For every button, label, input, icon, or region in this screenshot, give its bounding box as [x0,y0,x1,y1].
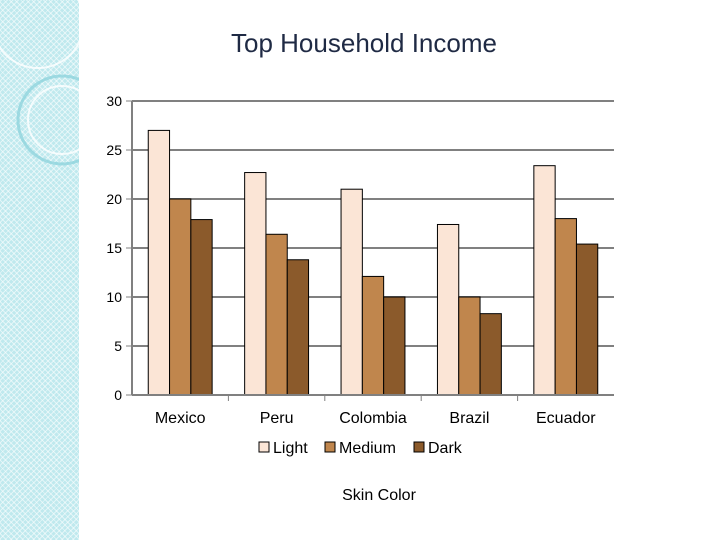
y-tick-label: 15 [106,240,122,256]
y-tick-label: 30 [106,93,122,109]
bar-dark-ecuador [575,243,599,396]
legend-label-medium: Medium [339,440,396,457]
bar-dark-peru [286,259,310,396]
x-category-label: Brazil [449,410,489,427]
bar-dark-brazil [479,313,502,396]
bar-medium-peru [265,233,288,396]
bar-light-ecuador [533,165,556,396]
bar-dark-colombia [383,296,406,396]
decorative-circles [0,0,79,166]
y-tick-label: 5 [114,338,122,354]
bars [147,129,599,396]
legend: Light Medium Dark [258,440,463,457]
legend-label-light: Light [273,440,308,457]
y-tick-labels: 0 5 10 15 20 25 30 [106,93,122,403]
legend-swatch-medium [324,441,336,453]
bar-medium-brazil [458,296,481,396]
axes [131,101,614,401]
y-tick-label: 25 [106,142,122,158]
y-tick-label: 20 [106,191,122,207]
legend-label-dark: Dark [428,440,463,457]
bar-light-mexico [147,129,171,396]
bar-dark-mexico [190,219,213,396]
y-tick-label: 0 [114,387,122,403]
bar-medium-ecuador [554,218,577,396]
legend-swatch-light [258,441,270,453]
chart-title: Top Household Income [231,28,497,58]
x-category-label: Colombia [339,410,407,427]
x-category-label: Mexico [155,410,206,427]
y-tick-label: 10 [106,289,122,305]
x-category-label: Ecuador [536,410,596,427]
bar-medium-mexico [169,198,192,396]
bar-light-peru [244,172,267,396]
bar-light-brazil [436,223,460,396]
bar-light-colombia [340,188,363,396]
decorative-side-band [0,0,79,540]
bar-medium-colombia [361,275,385,396]
x-category-labels: Mexico Peru Colombia Brazil Ecuador [155,410,596,427]
x-category-label: Peru [260,410,294,427]
legend-swatch-dark [413,441,425,453]
x-axis-title: Skin Color [342,487,416,504]
